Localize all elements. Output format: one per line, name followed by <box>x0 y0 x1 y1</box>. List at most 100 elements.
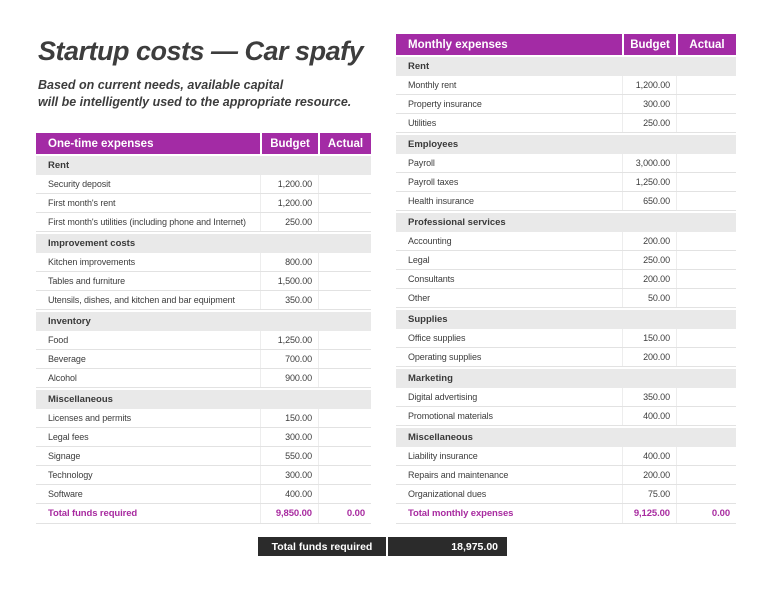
budget-value: 3,000.00 <box>622 154 676 172</box>
section-row: Rent <box>396 57 736 76</box>
expense-label: Food <box>48 335 69 345</box>
budget-value: 250.00 <box>622 114 676 132</box>
table-row: Health insurance 650.00 <box>396 192 736 211</box>
table-row: Accounting 200.00 <box>396 232 736 251</box>
table-row: Consultants 200.00 <box>396 270 736 289</box>
actual-value <box>676 270 736 288</box>
total-row: Total monthly expenses 9,125.00 0.00 <box>396 504 736 524</box>
actual-value <box>318 409 371 427</box>
section-row: Miscellaneous <box>396 428 736 447</box>
table-title: Monthly expenses <box>408 38 508 51</box>
section-row: Inventory <box>36 312 371 331</box>
table-title: One-time expenses <box>48 137 154 150</box>
actual-value <box>318 485 371 503</box>
total-actual-value: 0.00 <box>676 504 736 523</box>
expense-label: Other <box>408 293 431 303</box>
budget-value: 1,200.00 <box>622 76 676 94</box>
actual-value <box>318 466 371 484</box>
budget-value: 400.00 <box>260 485 318 503</box>
total-actual-value: 0.00 <box>318 504 371 523</box>
actual-value <box>676 289 736 307</box>
table-row: Digital advertising 350.00 <box>396 388 736 407</box>
budget-value: 200.00 <box>622 466 676 484</box>
actual-value <box>676 407 736 425</box>
budget-value: 1,200.00 <box>260 175 318 193</box>
actual-value <box>318 369 371 387</box>
table-row: Software 400.00 <box>36 485 371 504</box>
actual-value <box>676 232 736 250</box>
table-row: Monthly rent 1,200.00 <box>396 76 736 95</box>
budget-value: 800.00 <box>260 253 318 271</box>
table-row: Payroll 3,000.00 <box>396 154 736 173</box>
table-row: Technology 300.00 <box>36 466 371 485</box>
table-row: Signage 550.00 <box>36 447 371 466</box>
table-row: First month's utilities (including phone… <box>36 213 371 232</box>
section-row: Improvement costs <box>36 234 371 253</box>
expense-label: Legal fees <box>48 432 89 442</box>
expense-label: First month's utilities (including phone… <box>48 217 246 227</box>
actual-value <box>676 154 736 172</box>
expense-label: Tables and furniture <box>48 276 126 286</box>
table-header: Monthly expenses Budget Actual <box>396 34 736 55</box>
expense-label: Digital advertising <box>408 392 478 402</box>
monthly-expenses-table: Monthly expenses Budget Actual Rent Monthly … <box>396 34 736 524</box>
budget-value: 200.00 <box>622 232 676 250</box>
table-row: Property insurance 300.00 <box>396 95 736 114</box>
budget-value: 350.00 <box>260 291 318 309</box>
table-row: Utensils, dishes, and kitchen and bar eq… <box>36 291 371 310</box>
actual-value <box>676 485 736 503</box>
table-row: Organizational dues 75.00 <box>396 485 736 504</box>
actual-value <box>676 95 736 113</box>
actual-value <box>318 428 371 446</box>
expense-label: Office supplies <box>408 333 466 343</box>
expense-label: Security deposit <box>48 179 111 189</box>
expense-label: Accounting <box>408 236 452 246</box>
budget-value: 200.00 <box>622 348 676 366</box>
page-subtitle: Based on current needs, available capita… <box>38 77 388 111</box>
total-label: Total funds required <box>48 508 138 519</box>
budget-value: 900.00 <box>260 369 318 387</box>
actual-value <box>318 253 371 271</box>
budget-value: 550.00 <box>260 447 318 465</box>
budget-value: 400.00 <box>622 447 676 465</box>
grand-total-value: 18,975.00 <box>388 537 507 556</box>
table-header: One-time expenses Budget Actual <box>36 133 371 154</box>
table-row: Operating supplies 200.00 <box>396 348 736 367</box>
section-row: Miscellaneous <box>36 390 371 409</box>
table-row: Promotional materials 400.00 <box>396 407 736 426</box>
total-row: Total funds required 9,850.00 0.00 <box>36 504 371 524</box>
subtitle-line-2: will be intelligently used to the approp… <box>38 95 352 109</box>
budget-value: 50.00 <box>622 289 676 307</box>
budget-value: 650.00 <box>622 192 676 210</box>
actual-value <box>676 447 736 465</box>
table-row: Kitchen improvements 800.00 <box>36 253 371 272</box>
table-row: Legal fees 300.00 <box>36 428 371 447</box>
expense-label: Signage <box>48 451 81 461</box>
budget-value: 300.00 <box>260 428 318 446</box>
expense-label: Beverage <box>48 354 86 364</box>
budget-column-header: Budget <box>622 34 676 55</box>
actual-value <box>676 466 736 484</box>
page-title: Startup costs — Car spafy <box>38 36 364 66</box>
section-row: Rent <box>36 156 371 175</box>
actual-value <box>676 388 736 406</box>
table-row: Beverage 700.00 <box>36 350 371 369</box>
budget-value: 400.00 <box>622 407 676 425</box>
expense-label: Payroll taxes <box>408 177 459 187</box>
expense-label: Property insurance <box>408 99 482 109</box>
table-row: Repairs and maintenance 200.00 <box>396 466 736 485</box>
budget-value: 1,200.00 <box>260 194 318 212</box>
table-row: Other 50.00 <box>396 289 736 308</box>
section-row: Marketing <box>396 369 736 388</box>
budget-value: 200.00 <box>622 270 676 288</box>
table-row: Alcohol 900.00 <box>36 369 371 388</box>
budget-value: 250.00 <box>622 251 676 269</box>
actual-value <box>318 331 371 349</box>
table-row: Legal 250.00 <box>396 251 736 270</box>
expense-label: Alcohol <box>48 373 77 383</box>
budget-value: 300.00 <box>260 466 318 484</box>
actual-value <box>676 192 736 210</box>
table-row: Food 1,250.00 <box>36 331 371 350</box>
actual-value <box>318 291 371 309</box>
